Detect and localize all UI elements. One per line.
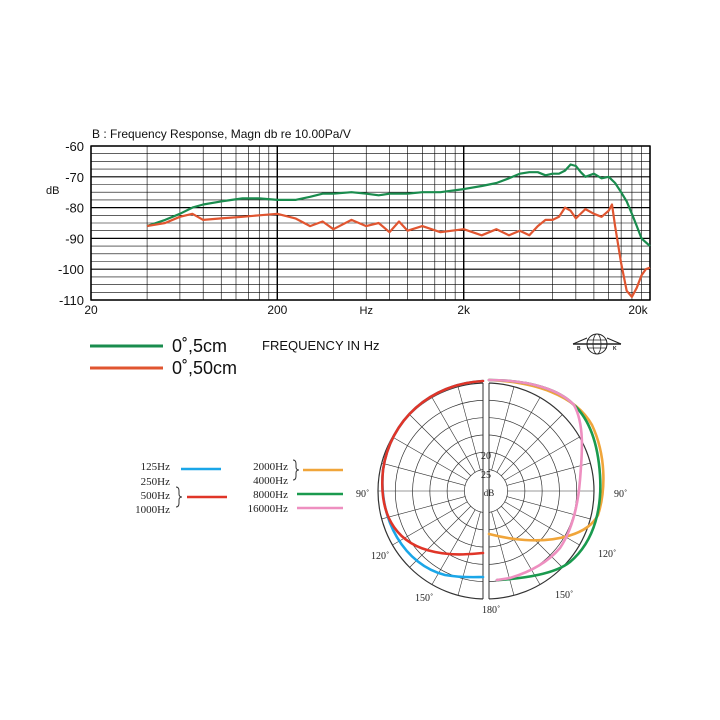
- y-tick-label: -60: [65, 139, 84, 154]
- x-tick-label: 200: [267, 303, 287, 317]
- legend-brace-right: [292, 459, 300, 481]
- polar-spoke: [409, 414, 471, 476]
- plot-frame: [90, 145, 651, 301]
- legend-250hz: 250Hz: [141, 476, 170, 488]
- angle-label-left-150: 150˚: [415, 593, 433, 604]
- angle-label-right-90: 90˚: [614, 489, 627, 500]
- polar-legend: 125Hz 250Hz 500Hz 1000Hz 2000Hz 4000Hz 8…: [135, 459, 343, 516]
- ring-label-db: dB: [484, 488, 495, 498]
- logo-letter-right: K: [613, 346, 617, 352]
- polar-spoke: [409, 506, 471, 568]
- series-lines: [146, 163, 651, 298]
- frequency-response-chart: B : Frequency Response, Magn db re 10.00…: [46, 127, 651, 317]
- curve-2000-4000hz: [487, 378, 605, 542]
- x-axis-title: FREQUENCY IN Hz: [262, 338, 380, 353]
- polar-spoke: [496, 509, 541, 585]
- legend-16000hz: 16000Hz: [248, 503, 288, 515]
- legend-label-2: 0˚,50cm: [172, 358, 237, 378]
- polar-spoke: [506, 462, 591, 486]
- legend-4000hz: 4000Hz: [253, 475, 288, 487]
- polar-curves: [380, 378, 605, 582]
- polar-spoke: [392, 436, 468, 481]
- angle-label-right-120: 120˚: [598, 549, 616, 560]
- polar-spoke: [431, 397, 476, 473]
- y-tick-label: -110: [59, 293, 84, 308]
- x-tick-label: 20k: [628, 303, 648, 317]
- polar-spoke: [506, 496, 591, 520]
- polar-center-gap: [483, 379, 489, 603]
- polar-spoke: [501, 414, 563, 476]
- curve-16000hz: [487, 378, 584, 582]
- polar-spoke: [381, 496, 466, 520]
- y-axis-label: dB: [46, 185, 59, 197]
- legend-500hz: 500Hz: [141, 490, 170, 502]
- x-tick-label: 2k: [457, 303, 471, 317]
- angle-label-left-120: 120˚: [371, 551, 389, 562]
- angle-label-left-90: 90˚: [356, 489, 369, 500]
- legend-label-1: 0˚,5cm: [172, 336, 227, 356]
- legend-125hz: 125Hz: [141, 461, 170, 473]
- polar-spoke: [491, 386, 515, 471]
- y-tick-label: -80: [65, 201, 84, 216]
- bk-logo: B K: [572, 333, 622, 355]
- polar-labels: 20 25 dB 90˚ 120˚ 150˚ 180˚ 90˚ 120˚ 150…: [356, 451, 627, 616]
- angle-label-180: 180˚: [482, 605, 500, 616]
- x-tick-labels: 20 200 Hz 2k 20k: [84, 303, 648, 317]
- polar-plot: 20 25 dB 90˚ 120˚ 150˚ 180˚ 90˚ 120˚ 150…: [356, 378, 627, 616]
- logo-letter-left: B: [577, 346, 581, 352]
- series-line-2: [146, 203, 651, 298]
- polar-spoke: [491, 511, 515, 596]
- chart-legend: 0˚,5cm FREQUENCY IN Hz 0˚,50cm: [90, 336, 380, 378]
- y-tick-labels: -60 -70 -80 -90 -100 -110: [58, 139, 84, 308]
- polar-grid: [377, 379, 595, 603]
- legend-brace-left: [175, 486, 183, 508]
- y-tick-label: -100: [58, 262, 84, 277]
- polar-spoke: [501, 506, 563, 568]
- legend-8000hz: 8000Hz: [253, 489, 288, 501]
- chart-title: B : Frequency Response, Magn db re 10.00…: [92, 127, 351, 141]
- legend-2000hz: 2000Hz: [253, 461, 288, 473]
- y-tick-label: -90: [65, 231, 84, 246]
- curve-500-1000hz: [380, 379, 485, 556]
- polar-spoke: [504, 436, 580, 481]
- ring-label-25: 25: [481, 470, 491, 481]
- series-line-1: [146, 163, 651, 247]
- y-tick-label: -70: [65, 170, 84, 185]
- x-tick-label: 20: [84, 303, 98, 317]
- polar-spoke: [381, 462, 466, 486]
- polar-spoke: [457, 386, 481, 471]
- x-tick-label: Hz: [360, 305, 373, 317]
- ring-label-20: 20: [481, 451, 491, 462]
- angle-label-right-150: 150˚: [555, 590, 573, 601]
- polar-spoke: [496, 397, 541, 473]
- legend-1000hz: 1000Hz: [135, 504, 170, 516]
